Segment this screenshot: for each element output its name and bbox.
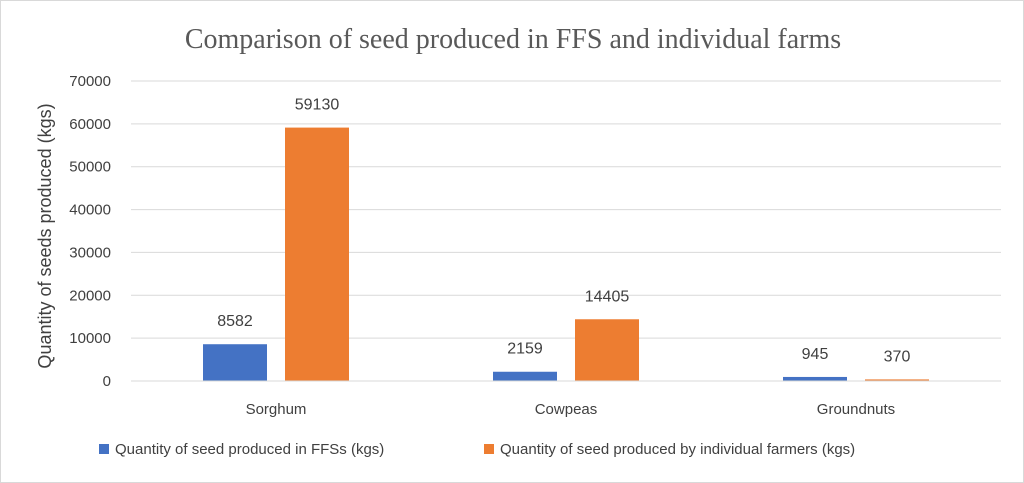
legend-label-ffs: Quantity of seed produced in FFSs (kgs) [115, 441, 384, 458]
y-tick-label: 10000 [69, 330, 111, 347]
legend-swatch-ffs [99, 444, 109, 454]
bar-ffs-sorghum [203, 344, 267, 381]
x-category-label: Cowpeas [535, 401, 598, 418]
bar-ffs-groundnuts [783, 376, 847, 381]
x-axis-categories: Sorghum Cowpeas Groundnuts [246, 401, 896, 418]
data-label: 2159 [507, 341, 543, 358]
bar-individual-sorghum [285, 127, 349, 381]
x-category-label: Sorghum [246, 401, 307, 418]
data-label: 14405 [585, 288, 630, 305]
chart-title: Comparison of seed produced in FFS and i… [185, 24, 841, 55]
y-tick-label: 0 [103, 373, 111, 390]
y-tick-label: 30000 [69, 244, 111, 261]
y-tick-label: 60000 [69, 116, 111, 133]
legend: Quantity of seed produced in FFSs (kgs) … [99, 441, 855, 458]
x-category-label: Groundnuts [817, 401, 895, 418]
y-axis-label: Quantity of seeds produced (kgs) [35, 103, 55, 368]
bar-individual-groundnuts [865, 379, 929, 381]
data-label: 59130 [295, 97, 340, 114]
bar-ffs-cowpeas [493, 371, 557, 381]
gridlines [131, 80, 1001, 339]
y-tick-label: 40000 [69, 202, 111, 219]
y-tick-label: 50000 [69, 159, 111, 176]
y-axis-ticks: 0 10000 20000 30000 40000 50000 60000 70000 [69, 73, 111, 390]
data-label: 8582 [217, 313, 253, 330]
y-tick-label: 70000 [69, 73, 111, 90]
data-labels: 8582 59130 2159 14405 945 370 [217, 97, 910, 366]
legend-swatch-individual [484, 444, 494, 454]
bar-individual-cowpeas [575, 319, 639, 381]
data-label: 370 [884, 348, 911, 365]
legend-label-individual: Quantity of seed produced by individual … [500, 441, 855, 458]
bars [203, 127, 929, 381]
data-label: 945 [802, 346, 829, 363]
y-tick-label: 20000 [69, 287, 111, 304]
